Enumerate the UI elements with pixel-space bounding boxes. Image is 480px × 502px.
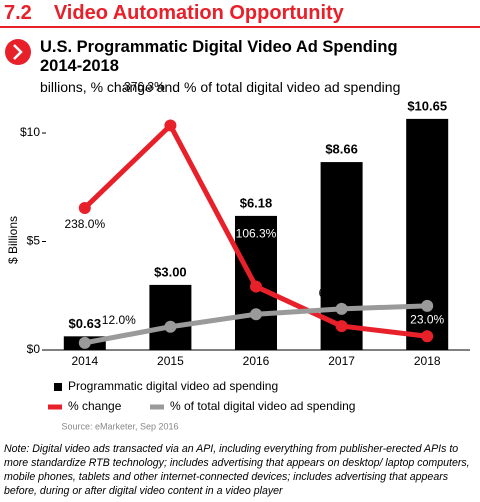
data-label: $0.63 <box>69 316 102 331</box>
data-label: 39.0% <box>153 302 187 316</box>
data-label: 106.3% <box>236 227 277 241</box>
point <box>421 299 434 312</box>
data-label: 376.3% <box>124 80 165 94</box>
note: Note: Digital video ads transacted via a… <box>4 443 470 497</box>
point <box>335 302 348 315</box>
icon-arrow <box>13 44 23 60</box>
point <box>335 320 348 333</box>
data-label: 238.0% <box>64 217 105 231</box>
x-tick-label: 2017 <box>328 354 355 368</box>
section-title: Video Automation Opportunity <box>53 2 344 24</box>
x-tick-label: 2018 <box>414 354 441 368</box>
data-label: 23.0% <box>410 312 444 326</box>
header: 7.2 Video Automation Opportunity <box>4 2 366 25</box>
legend-label: % change <box>68 399 122 413</box>
x-tick-label: 2015 <box>157 354 184 368</box>
source: Source: eMarketer, Sep 2016 <box>61 421 178 431</box>
x-tick-label: 2016 <box>243 354 270 368</box>
section-number: 7.2 <box>4 2 32 24</box>
legend-label: % of total digital video ad spending <box>170 399 355 413</box>
y-tick-label: $5 <box>27 234 41 248</box>
data-label: $8.66 <box>325 142 358 157</box>
point <box>250 280 262 293</box>
data-label: 12.0% <box>102 313 136 327</box>
data-label: 60.0% <box>239 321 273 335</box>
icon <box>5 39 31 65</box>
data-label: $6.18 <box>240 195 273 210</box>
data-label: $3.00 <box>154 264 187 279</box>
chart-title: U.S. Programmatic Digital Video Ad Spend… <box>40 38 398 75</box>
y-tick-label: $0 <box>27 342 41 356</box>
point <box>421 330 434 343</box>
legend-swatch <box>54 383 62 391</box>
point <box>78 201 91 214</box>
y-tick-label: $10 <box>20 125 40 139</box>
legend-label: Programmatic digital video ad spending <box>68 379 278 393</box>
point <box>164 320 177 333</box>
chart-subtitle: billions, % change and % of total digita… <box>40 79 401 95</box>
data-label: 40.1% <box>325 334 359 348</box>
bar <box>149 284 192 350</box>
x-tick-label: 2014 <box>71 354 98 368</box>
data-label: 69.0% <box>319 286 353 300</box>
point <box>164 119 177 132</box>
data-label: 74.0% <box>410 283 444 297</box>
point <box>78 336 91 349</box>
data-label: $10.65 <box>407 98 447 113</box>
y-axis-label: $ Billions <box>6 216 20 264</box>
point <box>250 308 262 321</box>
